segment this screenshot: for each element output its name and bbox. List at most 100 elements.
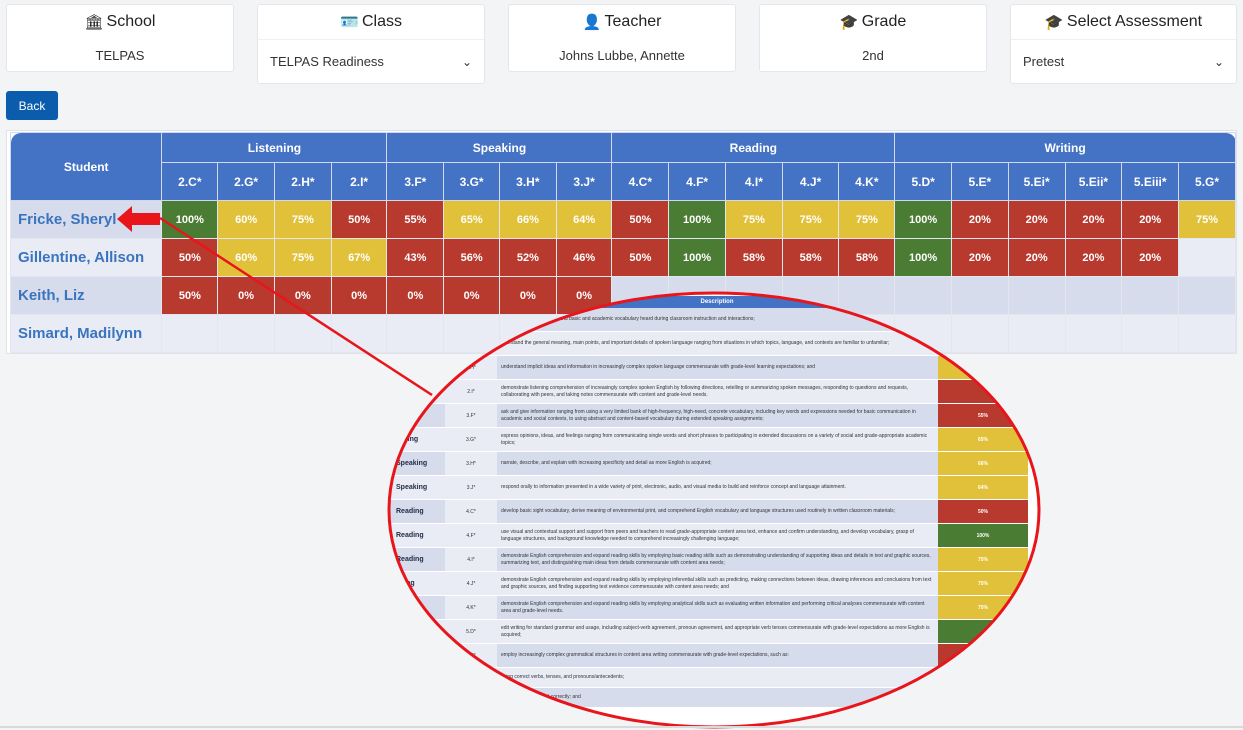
score-cell: 75% xyxy=(938,548,1028,571)
score-cell[interactable]: 0% xyxy=(330,276,388,315)
domain-cell: Reading xyxy=(390,524,445,547)
score-cell[interactable]: 50% xyxy=(161,238,219,277)
domain-cell: eaking xyxy=(390,428,445,451)
standard-cell: 3.J* xyxy=(445,476,497,499)
score-cell[interactable]: 60% xyxy=(217,200,275,239)
back-button[interactable]: Back xyxy=(6,91,58,120)
standard-header[interactable]: 5.Eii* xyxy=(1064,162,1123,201)
score-cell[interactable]: 55% xyxy=(386,200,445,239)
standard-cell: 2.H* xyxy=(445,356,497,379)
score-cell[interactable]: 60% xyxy=(217,238,275,277)
score-cell[interactable]: 100% xyxy=(668,200,726,239)
score-cell[interactable]: 20% xyxy=(1121,238,1180,277)
standard-header[interactable]: 3.H* xyxy=(498,162,557,201)
student-name-link[interactable]: Simard, Madilynn xyxy=(9,314,163,353)
assessment-select[interactable]: Pretest ⌄ xyxy=(1011,39,1236,83)
domain-cell: ading xyxy=(390,572,445,595)
student-name-link[interactable]: Fricke, Sheryl xyxy=(9,200,163,239)
description-cell: using correct verbs, tenses, and pronoun… xyxy=(497,668,938,687)
score-cell[interactable]: 58% xyxy=(781,238,840,277)
score-cell[interactable]: 100% xyxy=(161,200,219,239)
user-icon: 👤 xyxy=(582,14,602,31)
score-cell[interactable]: 20% xyxy=(1121,200,1180,239)
graduation-cap-icon: 🎓 xyxy=(1044,14,1064,31)
standard-header[interactable]: 2.I* xyxy=(330,162,388,201)
standard-header[interactable]: 3.J* xyxy=(555,162,613,201)
group-header-reading: Reading xyxy=(611,132,896,163)
standard-header[interactable]: 2.G* xyxy=(217,162,275,201)
standard-header[interactable]: 3.G* xyxy=(443,162,500,201)
standard-header[interactable]: 4.I* xyxy=(725,162,783,201)
standard-header[interactable]: 4.F* xyxy=(668,162,726,201)
score-cell[interactable]: 75% xyxy=(1178,200,1236,239)
standard-header[interactable]: 4.C* xyxy=(611,162,670,201)
standard-cell xyxy=(445,688,497,707)
domain-cell xyxy=(390,308,445,331)
score-cell[interactable]: 66% xyxy=(498,200,557,239)
score-cell xyxy=(938,356,1028,379)
school-title: School xyxy=(106,13,156,30)
score-cell[interactable]: 50% xyxy=(161,276,219,315)
score-cell[interactable]: 20% xyxy=(1007,200,1066,239)
score-cell[interactable]: 75% xyxy=(781,200,840,239)
standard-header[interactable]: 2.C* xyxy=(161,162,219,201)
score-cell[interactable]: 75% xyxy=(273,238,332,277)
standard-header[interactable]: 5.Ei* xyxy=(1007,162,1066,201)
domain-cell: Reading xyxy=(390,548,445,571)
domain-cell xyxy=(390,644,445,667)
description-row: eaking 3.G* express opinions, ideas, and f… xyxy=(390,428,1040,452)
class-select[interactable]: TELPAS Readiness ⌄ xyxy=(258,39,484,83)
standard-header[interactable]: 4.K* xyxy=(838,162,896,201)
student-header: Student xyxy=(9,132,163,201)
domain-cell xyxy=(390,688,445,707)
score-cell[interactable]: 64% xyxy=(555,200,613,239)
score-cell[interactable]: 65% xyxy=(443,200,500,239)
score-cell[interactable]: 20% xyxy=(951,200,1009,239)
score-cell[interactable]: 100% xyxy=(894,200,952,239)
standard-header[interactable]: 4.J* xyxy=(781,162,840,201)
description-cell: demonstrate listening comprehension of i… xyxy=(497,380,938,403)
standard-header[interactable]: 3.F* xyxy=(386,162,445,201)
score-cell[interactable]: 0% xyxy=(273,276,332,315)
score-cell[interactable]: 46% xyxy=(555,238,613,277)
student-name-link[interactable]: Gillentine, Allison xyxy=(9,238,163,277)
score-cell[interactable]: 58% xyxy=(838,238,896,277)
score-cell[interactable]: 100% xyxy=(668,238,726,277)
standard-header[interactable]: 5.E* xyxy=(951,162,1009,201)
score-cell[interactable]: 52% xyxy=(498,238,557,277)
score-cell[interactable]: 43% xyxy=(386,238,445,277)
score-cell[interactable]: 67% xyxy=(330,238,388,277)
score-cell[interactable]: 20% xyxy=(1007,238,1066,277)
score-cell[interactable]: 0% xyxy=(217,276,275,315)
score-cell[interactable]: 75% xyxy=(725,200,783,239)
score-cell[interactable]: 58% xyxy=(725,238,783,277)
description-row: ing 3.F* ask and give information ranging … xyxy=(390,404,1040,428)
description-row: using correct verbs, tenses, and pronoun… xyxy=(390,668,1040,688)
assessment-card: 🎓 Select Assessment Pretest ⌄ xyxy=(1010,4,1237,84)
score-cell[interactable]: 56% xyxy=(443,238,500,277)
student-name-link[interactable]: Keith, Liz xyxy=(9,276,163,315)
score-cell[interactable]: 20% xyxy=(1064,238,1123,277)
score-cell[interactable]: 75% xyxy=(838,200,896,239)
score-cell[interactable]: 75% xyxy=(273,200,332,239)
score-cell[interactable]: 50% xyxy=(330,200,388,239)
standard-cell: 2.I* xyxy=(445,380,497,403)
standard-header[interactable]: 5.D* xyxy=(894,162,952,201)
score-cell[interactable]: 20% xyxy=(951,238,1009,277)
standard-header[interactable]: 5.Eiii* xyxy=(1121,162,1180,201)
description-row: Reading 4.I* demonstrate English comprehen… xyxy=(390,548,1040,572)
standard-header[interactable]: 2.H* xyxy=(273,162,332,201)
score-cell[interactable]: 50% xyxy=(611,200,670,239)
chevron-down-icon: ⌄ xyxy=(461,54,472,69)
grade-value: 2nd xyxy=(862,47,884,63)
score-cell[interactable]: 20% xyxy=(1064,200,1123,239)
standard-cell: 5.E* xyxy=(445,644,497,667)
standard-header[interactable]: 5.G* xyxy=(1178,162,1236,201)
score-cell[interactable]: 100% xyxy=(894,238,952,277)
description-cell: nderstand the general meaning, main poin… xyxy=(497,332,938,355)
score-cell[interactable]: 50% xyxy=(611,238,670,277)
score-cell xyxy=(938,688,1028,707)
score-cell xyxy=(938,668,1028,687)
student-row: Fricke, Sheryl 100% 60% 75% 50% 55% 65% 66% 64% 5… xyxy=(9,200,1236,239)
